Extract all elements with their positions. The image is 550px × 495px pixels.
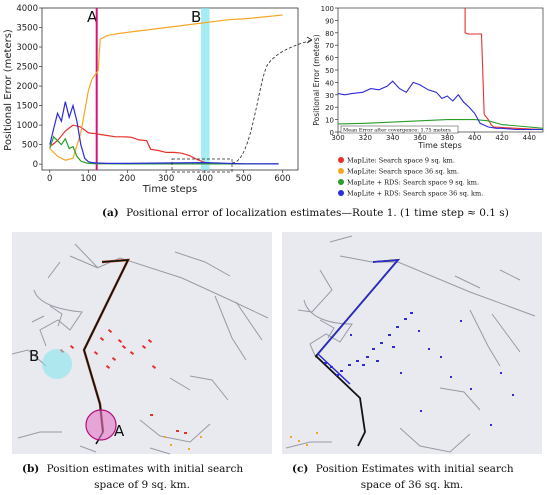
inset-ytick-label: 80	[325, 30, 334, 38]
inset-annotation: Mean Error after covergence: 1.75 meters	[343, 128, 451, 134]
inset-ylabel: Positional Error (meters)	[312, 34, 321, 125]
marker-b-label: B	[191, 8, 201, 26]
main-marker-band-b	[201, 8, 210, 170]
map-b-scatter-orange	[164, 436, 202, 450]
main-ytick-label: 2000	[16, 82, 38, 92]
zoom-arrowhead	[306, 36, 313, 44]
caption-b-tag: (b)	[22, 463, 39, 475]
main-chart: Positional Error (meters) Time steps A B…	[3, 4, 313, 195]
inset-chart: Positional Error (meters) Time steps 300…	[312, 5, 544, 150]
inset-ytick-label: 90	[325, 17, 334, 25]
legend-item-3: MapLite + RDS: Search space 9 sq. km.	[347, 179, 479, 187]
inset-series-2	[338, 119, 543, 129]
inset-xlabel: Time steps	[417, 141, 462, 150]
main-ytick-label: 2500	[16, 63, 38, 73]
inset-ytick-label: 70	[325, 42, 334, 50]
map-b-roads	[11, 243, 269, 455]
inset-series-1	[464, 8, 543, 131]
legend: MapLite: Search space 9 sq. km. MapLite:…	[338, 157, 483, 198]
map-b-marker-b	[42, 349, 72, 379]
main-xtick-label: 200	[119, 174, 135, 184]
map-b-label-b: B	[29, 347, 39, 365]
inset-series-3	[338, 80, 543, 131]
caption-b-line2: space of 9 sq. km.	[94, 479, 190, 491]
inset-xtick-label: 440	[523, 134, 536, 142]
caption-c-line1: (c) Position Estimates with initial sear…	[292, 463, 514, 475]
main-xlabel: Time steps	[142, 184, 198, 195]
main-ytick-label: 3500	[16, 24, 38, 34]
main-ylabel: Positional Error (meters)	[3, 29, 14, 151]
caption-a-text: Positional error of localization estimat…	[126, 207, 509, 219]
inset-xtick-label: 300	[331, 134, 344, 142]
main-xtick-label: 400	[197, 174, 213, 184]
main-ytick-label: 0	[33, 160, 38, 170]
main-series-4	[49, 101, 279, 165]
zoom-connector	[231, 39, 313, 164]
inset-ytick-label: 10	[325, 117, 334, 125]
main-ytick-label: 1500	[16, 102, 38, 112]
legend-item-2: MapLite: Search space 36 sq. km.	[347, 168, 459, 176]
main-series-2	[49, 14, 283, 161]
main-xtick-label: 0	[47, 174, 52, 184]
caption-c-tag: (c)	[292, 463, 308, 475]
inset-xtick-label: 320	[359, 134, 372, 142]
map-c-scatter	[324, 312, 514, 426]
inset-ytick-label: 40	[325, 79, 334, 87]
map-b: B A	[11, 232, 272, 455]
caption-c-line2: space of 36 sq. km.	[361, 479, 464, 491]
map-c-roads	[285, 235, 536, 453]
legend-marker-4	[338, 190, 344, 196]
inset-xtick-label: 380	[441, 134, 454, 142]
legend-marker-2	[338, 168, 344, 174]
map-b-label-a: A	[114, 422, 125, 440]
map-c	[282, 232, 542, 454]
inset-ytick-label: 60	[325, 55, 334, 63]
inset-xtick-label: 420	[495, 134, 508, 142]
inset-ytick-label: 30	[325, 92, 334, 100]
marker-a-label: A	[87, 8, 98, 26]
inset-xtick-label: 340	[386, 134, 399, 142]
map-c-background	[282, 232, 542, 454]
map-c-estimates	[316, 259, 400, 385]
legend-marker-3	[338, 179, 344, 185]
caption-a-tag: (a)	[102, 207, 119, 219]
inset-plot-frame	[337, 7, 544, 133]
inset-annotation-box	[340, 125, 459, 134]
main-ytick-label: 1000	[16, 121, 38, 131]
legend-marker-1	[338, 157, 344, 163]
inset-ytick-label: 0	[330, 129, 334, 137]
main-xtick-label: 100	[80, 174, 96, 184]
inset-ytick-label: 20	[325, 104, 334, 112]
main-ytick-label: 4000	[16, 4, 38, 14]
legend-item-4: MapLite + RDS: Search space 36 sq. km.	[347, 190, 483, 198]
main-ytick-label: 3000	[16, 43, 38, 53]
legend-item-1: MapLite: Search space 9 sq. km.	[347, 157, 455, 165]
caption-a: (a) Positional error of localization est…	[102, 207, 509, 219]
map-b-marker-a	[85, 409, 117, 441]
main-series-3	[49, 135, 279, 165]
main-plot-frame	[41, 7, 299, 171]
map-c-scatter-orange	[290, 432, 318, 446]
zoom-box	[171, 158, 233, 173]
main-ytick-label: 500	[22, 141, 38, 151]
inset-ytick-label: 100	[321, 5, 334, 13]
inset-xtick-label: 360	[413, 134, 426, 142]
main-xtick-label: 300	[158, 174, 174, 184]
main-xtick-label: 600	[274, 174, 290, 184]
main-xtick-label: 500	[236, 174, 252, 184]
inset-ytick-label: 50	[325, 67, 334, 75]
inset-xtick-label: 400	[468, 134, 481, 142]
caption-b-line1: (b) Position estimates with initial sear…	[22, 463, 243, 475]
